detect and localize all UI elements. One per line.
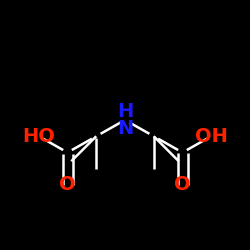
Text: O: O (174, 176, 191, 195)
Text: OH: OH (195, 127, 228, 146)
Text: HO: HO (22, 127, 55, 146)
Text: H
N: H N (117, 102, 133, 138)
Text: O: O (59, 176, 76, 195)
